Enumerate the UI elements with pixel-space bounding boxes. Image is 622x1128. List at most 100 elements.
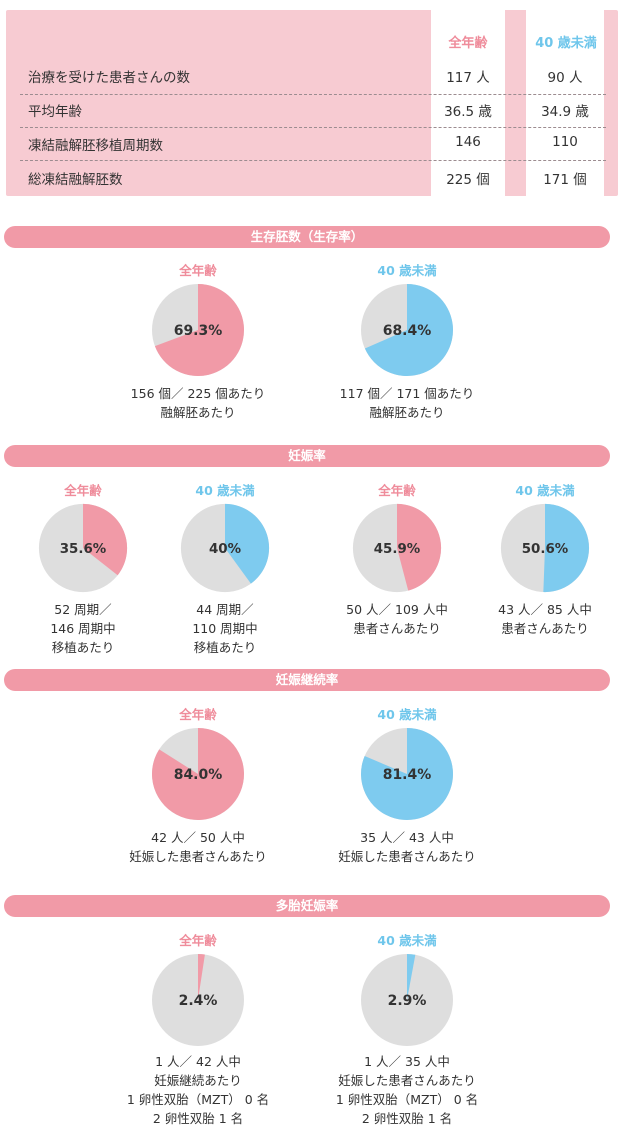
pie-note: 50 人／ 109 人中 患者さんあたり: [322, 600, 472, 638]
pie-percent-label: 2.4%: [179, 993, 218, 1009]
summary-column-u40-bg: [526, 10, 604, 196]
pie-value-slice: [364, 284, 454, 376]
pie-note: 1 人／ 42 人中 妊娠継続あたり 1 卵性双胎（MZT） 0 名 2 卵性双…: [98, 1052, 298, 1128]
summary-header-u40: 40 歳未満: [535, 36, 597, 51]
summary-table: 全年齢 40 歳未満 治療を受けた患者さんの数 117 人 90 人 平均年齢 …: [6, 10, 618, 196]
pie-note: 44 周期／ 110 周期中 移植あたり: [150, 600, 300, 657]
pie-note: 117 個／ 171 個あたり 融解胚あたり: [307, 384, 507, 422]
pie-note-line: 患者さんあたり: [501, 621, 589, 636]
pie-note-line: 妊娠した患者さんあたり: [129, 849, 267, 864]
pie-multiple-u40: 40 歳未満 2.9% 1 人／ 35 人中 妊娠した患者さんあたり 1 卵性双…: [307, 932, 507, 1128]
pie-note-line: 146 周期中: [50, 621, 116, 636]
pie-value-slice: [407, 954, 416, 1000]
summary-row: 総凍結融解胚数 225 個 171 個: [20, 160, 608, 192]
pie-pregnancy-u40-cycle: 40 歳未満 40% 44 周期／ 110 周期中 移植あたり: [150, 482, 300, 657]
pie-note-line: 1 人／ 42 人中: [155, 1054, 241, 1069]
pie-note-line: 44 周期／: [196, 602, 254, 617]
section-title-multiple: 多胎妊娠率: [4, 895, 610, 917]
summary-row: 平均年齢 36.5 歳 34.9 歳: [20, 92, 608, 124]
pie-value-slice: [397, 503, 442, 591]
pie-label: 全年齢: [179, 707, 217, 722]
pie-note-line: 妊娠した患者さんあたり: [338, 849, 476, 864]
pie-pregnancy-all-patient: 全年齢 45.9% 50 人／ 109 人中 患者さんあたり: [322, 482, 472, 638]
pie-chart: 40%: [180, 503, 270, 593]
pie-chart: 81.4%: [361, 728, 454, 820]
pie-note-line: 42 人／ 50 人中: [151, 830, 245, 845]
row-divider: [20, 127, 606, 128]
pie-chart: 68.4%: [361, 284, 454, 376]
pie-percent-label: 40%: [209, 542, 241, 557]
pie-note-line: 1 卵性双胎（MZT） 0 名: [126, 1092, 270, 1107]
section-title-continuation: 妊娠継続率: [4, 669, 610, 691]
pie-chart: 2.4%: [152, 954, 244, 1046]
summary-row-value-u40: 34.9 歳: [541, 104, 589, 120]
pie-note-line: 妊娠した患者さんあたり: [338, 1073, 476, 1088]
pie-percent-label: 2.9%: [388, 993, 427, 1009]
pie-pregnancy-all-cycle: 全年齢 35.6% 52 周期／ 146 周期中 移植あたり: [8, 482, 158, 657]
pie-value-slice: [151, 728, 244, 820]
summary-row-value-all: 36.5 歳: [444, 104, 492, 120]
pie-note-line: 50 人／ 109 人中: [346, 602, 448, 617]
pie-label: 40 歳未満: [515, 483, 575, 498]
pie-value-slice: [83, 503, 128, 576]
pie-survival-u40: 40 歳未満 68.4% 117 個／ 171 個あたり 融解胚あたり: [307, 262, 507, 422]
pie-chart: 2.9%: [361, 954, 453, 1046]
pie-survival-all: 全年齢 69.3% 156 個／ 225 個あたり 融解胚あたり: [98, 262, 298, 422]
pie-label: 全年齢: [179, 933, 217, 948]
pie-note-line: 患者さんあたり: [353, 621, 441, 636]
pie-percent-label: 69.3%: [174, 323, 223, 339]
pie-chart: 35.6%: [38, 503, 128, 593]
summary-header-all: 全年齢: [448, 36, 488, 51]
pie-continuation-all: 全年齢 84.0% 42 人／ 50 人中 妊娠した患者さんあたり: [98, 706, 298, 866]
summary-row-label: 総凍結融解胚数: [28, 172, 123, 188]
pie-note-line: 43 人／ 85 人中: [498, 602, 592, 617]
pie-value-slice: [543, 503, 590, 593]
summary-row-value-u40: 171 個: [543, 172, 587, 188]
pie-note-line: 117 個／ 171 個あたり: [339, 386, 475, 401]
pie-label: 全年齢: [378, 483, 416, 498]
pie-note: 156 個／ 225 個あたり 融解胚あたり: [98, 384, 298, 422]
pie-note-line: 110 周期中: [192, 621, 258, 636]
summary-row-value-all: 225 個: [446, 172, 490, 188]
pie-note-line: 52 周期／: [54, 602, 112, 617]
summary-row-value-u40: 90 人: [547, 70, 583, 86]
summary-row: 凍結融解胚移植周期数 146 110: [20, 126, 608, 158]
pie-percent-label: 68.4%: [383, 323, 432, 339]
pie-percent-label: 50.6%: [522, 542, 569, 557]
pie-pregnancy-u40-patient: 40 歳未満 50.6% 43 人／ 85 人中 患者さんあたり: [470, 482, 620, 638]
pie-note-line: 156 個／ 225 個あたり: [130, 386, 266, 401]
row-divider: [20, 94, 606, 95]
pie-multiple-all: 全年齢 2.4% 1 人／ 42 人中 妊娠継続あたり 1 卵性双胎（MZT） …: [98, 932, 298, 1128]
pie-value-slice: [225, 503, 270, 584]
pie-continuation-u40: 40 歳未満 81.4% 35 人／ 43 人中 妊娠した患者さんあたり: [307, 706, 507, 866]
pie-percent-label: 35.6%: [60, 542, 107, 557]
pie-note-line: 2 卵性双胎 1 名: [361, 1111, 453, 1126]
pie-value-slice: [154, 284, 245, 376]
summary-row-value-all: 146: [455, 134, 481, 150]
pie-percent-label: 84.0%: [174, 767, 223, 783]
pie-note-line: 1 卵性双胎（MZT） 0 名: [335, 1092, 479, 1107]
pie-note-line: 2 卵性双胎 1 名: [152, 1111, 244, 1126]
pie-percent-label: 81.4%: [383, 767, 432, 783]
pie-note-line: 妊娠継続あたり: [154, 1073, 242, 1088]
row-divider: [20, 160, 606, 161]
pie-label: 全年齢: [64, 483, 102, 498]
pie-note-line: 融解胚あたり: [369, 405, 445, 420]
summary-column-all-bg: [431, 10, 505, 196]
pie-chart: 69.3%: [152, 284, 245, 376]
pie-note: 52 周期／ 146 周期中 移植あたり: [8, 600, 158, 657]
summary-row-value-all: 117 人: [446, 70, 490, 86]
pie-note: 43 人／ 85 人中 患者さんあたり: [470, 600, 620, 638]
pie-note-line: 移植あたり: [51, 640, 115, 655]
pie-chart: 50.6%: [500, 503, 590, 593]
pie-label: 全年齢: [179, 263, 217, 278]
pie-note-line: 移植あたり: [193, 640, 257, 655]
pie-note: 35 人／ 43 人中 妊娠した患者さんあたり: [307, 828, 507, 866]
pie-label: 40 歳未満: [377, 933, 437, 948]
pie-label: 40 歳未満: [377, 707, 437, 722]
section-title-pregnancy: 妊娠率: [4, 445, 610, 467]
summary-row-label: 凍結融解胚移植周期数: [28, 138, 163, 154]
pie-note: 42 人／ 50 人中 妊娠した患者さんあたり: [98, 828, 298, 866]
pie-percent-label: 45.9%: [374, 542, 421, 557]
pie-value-slice: [198, 954, 205, 1000]
